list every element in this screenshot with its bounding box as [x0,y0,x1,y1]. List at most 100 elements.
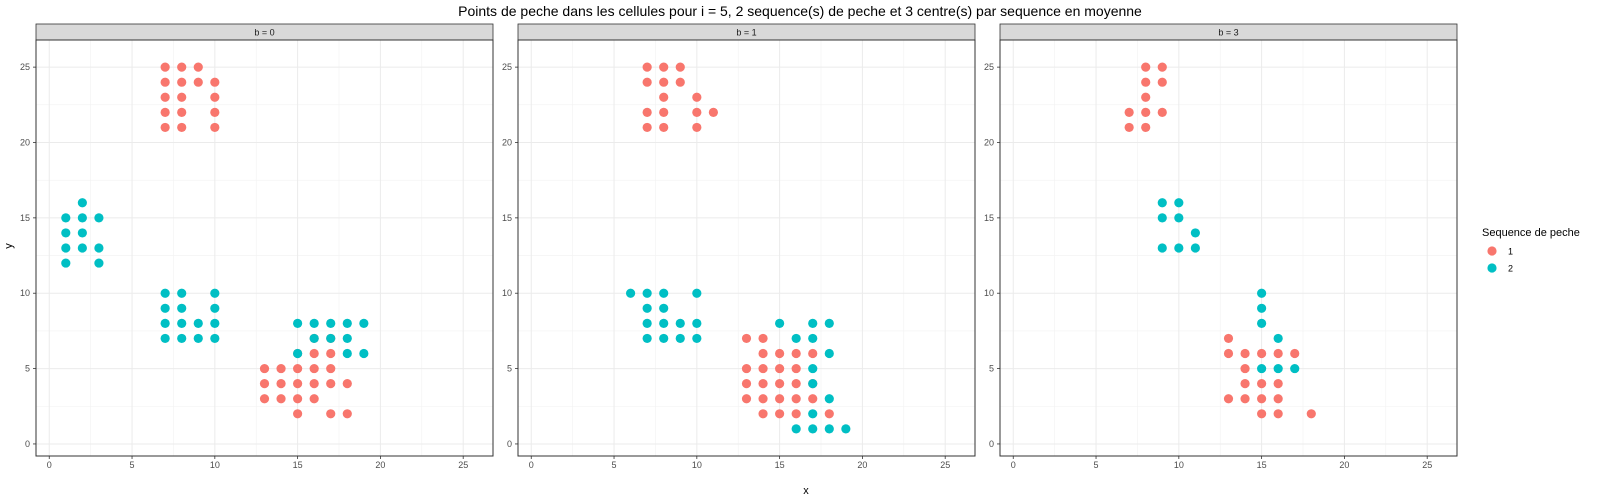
data-point [808,424,818,434]
y-tick-label: 0 [989,439,994,449]
data-point [1257,318,1267,328]
y-tick-label: 10 [20,288,30,298]
y-tick-label: 5 [507,364,512,374]
data-point [1157,107,1167,117]
data-point [1223,394,1234,404]
data-point [160,107,170,117]
data-point [642,77,652,87]
data-point [675,62,685,72]
y-tick-label: 5 [989,364,994,374]
data-point [642,318,652,328]
data-point [808,409,818,419]
x-tick-label: 5 [612,460,617,470]
data-point [309,333,319,344]
data-point [692,92,702,102]
data-point [1273,348,1283,359]
data-point [758,394,768,404]
data-point [741,394,752,404]
data-point [1124,122,1134,133]
legend-key-1 [1487,246,1497,256]
data-point [177,303,187,313]
data-point [61,258,71,268]
data-point [841,424,851,434]
x-tick-label: 25 [940,460,950,470]
data-point [309,318,319,328]
x-tick-label: 15 [1257,460,1267,470]
y-tick-label: 25 [984,62,994,72]
data-point [1240,363,1250,374]
data-point [77,228,87,238]
data-point [326,318,336,328]
data-point [1273,409,1283,419]
data-point [625,288,636,298]
data-point [210,303,220,313]
data-point [309,379,319,389]
data-point [791,409,801,419]
data-point [276,379,286,389]
data-point [1223,333,1234,344]
data-point [1290,348,1300,359]
data-point [1240,394,1250,404]
data-point [642,107,652,117]
facet-panel-3: b = 3 0 5 10 15 20 25 0 5 10 15 20 25 [984,23,1458,470]
facet-panels: b = 0 0 5 10 15 20 25 0 5 10 15 20 25 b = 1 0 5 10 15 20 25… [20,23,1458,470]
data-point [309,348,319,359]
data-point [1141,62,1151,72]
data-point [210,288,220,298]
data-point [293,379,303,389]
data-point [659,318,669,328]
x-tick-label: 15 [775,460,785,470]
data-point [326,363,336,374]
data-point [1124,107,1134,117]
data-point [741,333,752,344]
data-point [659,333,669,344]
data-point [1190,243,1200,253]
x-tick-label: 25 [458,460,468,470]
data-point [177,122,187,133]
data-point [193,333,203,344]
data-point [1141,92,1151,102]
data-point [61,228,71,238]
y-tick-label: 25 [502,62,512,72]
x-tick-label: 25 [1422,460,1432,470]
data-point [775,318,785,328]
data-point [259,379,270,389]
data-point [692,318,702,328]
legend: Sequence de peche 1 2 [1482,227,1580,274]
data-point [1174,213,1184,223]
data-point [1257,409,1267,419]
data-point [276,394,286,404]
data-point [1273,379,1283,389]
facet-panel-2: b = 1 0 5 10 15 20 25 0 5 10 15 20 25 [502,23,976,470]
y-tick-label: 10 [984,288,994,298]
data-point [758,363,768,374]
data-point [808,318,818,328]
data-point [193,62,203,72]
data-point [309,363,319,374]
data-point [775,379,785,389]
data-point [160,333,170,344]
data-point [741,379,752,389]
y-tick-label: 10 [502,288,512,298]
data-point [642,303,652,313]
data-point [1174,198,1184,208]
data-point [1257,363,1267,374]
data-point [1257,348,1267,359]
data-point [1141,122,1151,133]
data-point [1257,288,1267,298]
panel-border [999,39,1458,457]
facet-strip-label: b = 1 [736,28,756,38]
data-point [342,379,352,389]
data-point [808,394,818,404]
data-point [210,333,220,344]
y-tick-label: 0 [25,439,30,449]
y-tick-label: 20 [20,137,30,147]
data-point [259,363,270,374]
data-point [94,213,104,223]
data-point [77,198,87,208]
series-1 [160,62,352,419]
plot-area [518,40,975,456]
data-point [160,122,170,133]
data-point [160,62,170,72]
data-point [675,77,685,87]
